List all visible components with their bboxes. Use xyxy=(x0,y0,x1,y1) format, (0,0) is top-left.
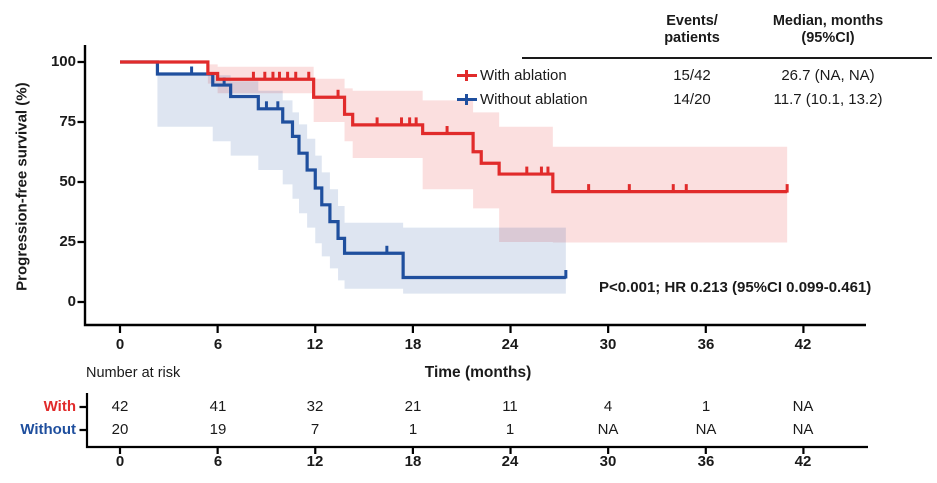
risk-axis-tick-label: 36 xyxy=(697,453,715,470)
without-ablation-legend-marker xyxy=(457,93,477,106)
median-header-line1: Median, months xyxy=(772,13,884,29)
risk-table-ticks xyxy=(79,405,805,454)
risk-value: 32 xyxy=(306,398,324,415)
risk-value: 1 xyxy=(505,421,515,438)
x-tick-label: 18 xyxy=(404,336,422,353)
risk-axis-tick-label: 42 xyxy=(794,453,812,470)
risk-value: 11 xyxy=(502,398,518,415)
risk-axis-tick-label: 18 xyxy=(404,453,422,470)
risk-value: NA xyxy=(597,421,619,438)
risk-axis-tick-label: 0 xyxy=(115,453,125,470)
risk-value: 1 xyxy=(408,421,418,438)
risk-row-label-without: Without xyxy=(20,421,76,438)
x-tick-label: 24 xyxy=(501,336,519,353)
without-ablation-events: 14/20 xyxy=(673,91,711,108)
x-tick-label: 12 xyxy=(306,336,324,353)
risk-value: 41 xyxy=(209,398,227,415)
y-axis-title: Progression-free survival (%) xyxy=(13,82,31,291)
x-tick-label: 30 xyxy=(599,336,617,353)
risk-axis-tick-label: 30 xyxy=(599,453,617,470)
with-ablation-legend-marker xyxy=(457,69,477,82)
x-tick-label: 42 xyxy=(794,336,812,353)
without-ablation-median: 11.7 (10.1, 13.2) xyxy=(773,91,883,108)
summary-table-rule xyxy=(522,57,932,59)
events-patients-header-line1: Events/ xyxy=(666,13,718,29)
risk-axis-tick-label: 12 xyxy=(306,453,324,470)
risk-value: 1 xyxy=(701,398,711,415)
with-ablation-events: 15/42 xyxy=(673,67,711,84)
x-tick-label: 6 xyxy=(213,336,223,353)
risk-value: 20 xyxy=(111,421,129,438)
risk-value: NA xyxy=(695,421,717,438)
with-ablation-median: 26.7 (NA, NA) xyxy=(781,67,875,84)
events-patients-header-line2: patients xyxy=(664,30,720,46)
median-header-line2: (95%CI) xyxy=(801,30,855,46)
x-tick-label: 0 xyxy=(115,336,125,353)
risk-axis-tick-label: 6 xyxy=(213,453,223,470)
confidence-band xyxy=(207,64,788,243)
number-at-risk-label: Number at risk xyxy=(86,365,181,381)
y-tick-label: 50 xyxy=(59,173,76,190)
survival-curve xyxy=(120,60,788,194)
y-tick-label: 25 xyxy=(59,233,76,250)
pvalue-hr-annotation: P<0.001; HR 0.213 (95%CI 0.099-0.461) xyxy=(599,279,872,296)
y-tick-label: 100 xyxy=(50,53,76,70)
risk-row-label-with: With xyxy=(43,398,76,415)
axis-ticks xyxy=(77,60,805,333)
x-axis-title: Time (months) xyxy=(424,364,532,381)
risk-axis-tick-label: 24 xyxy=(501,453,519,470)
risk-value: 21 xyxy=(404,398,422,415)
x-tick-label: 36 xyxy=(697,336,715,353)
risk-value: 19 xyxy=(209,421,227,438)
risk-value: 4 xyxy=(603,398,613,415)
risk-value: 42 xyxy=(111,398,129,415)
plot-axes xyxy=(83,45,866,327)
confidence-band xyxy=(157,72,566,294)
risk-value: 7 xyxy=(310,421,320,438)
y-tick-label: 0 xyxy=(67,293,76,310)
risk-value: NA xyxy=(792,421,814,438)
risk-value: NA xyxy=(792,398,814,415)
y-tick-label: 75 xyxy=(59,113,76,130)
survival-curve xyxy=(120,60,566,280)
legend-label-with-ablation: With ablation xyxy=(480,67,567,84)
legend-label-without-ablation: Without ablation xyxy=(480,91,588,108)
